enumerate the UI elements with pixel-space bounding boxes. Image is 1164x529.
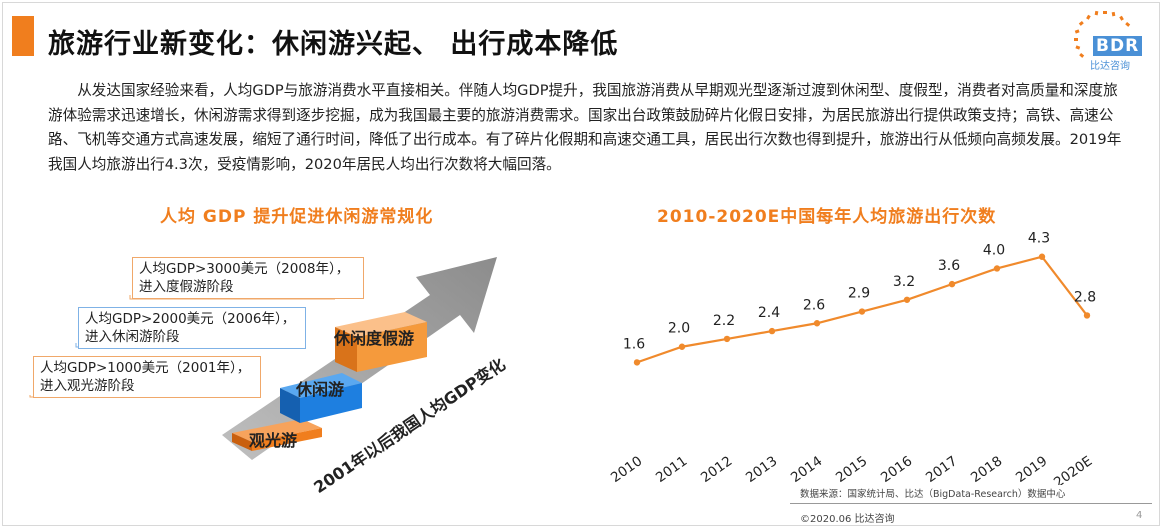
stage-label-sightseeing: 观光游: [249, 431, 298, 450]
callout-stage-1: 人均GDP>1000美元（2001年），进入观光游阶段: [33, 356, 261, 398]
data-label: 4.0: [983, 242, 1005, 258]
x-tick-label: 2019: [1013, 453, 1050, 485]
page-number: 4: [1136, 510, 1143, 521]
data-point: [948, 280, 956, 288]
stage-block-leisure: [280, 373, 362, 423]
copyright: ©2020.06 比达咨询: [800, 514, 895, 525]
data-point: [993, 265, 1001, 272]
stage-diagram: [29, 257, 497, 460]
trips-line-chart: 1.62.0 2.2 2.4 2.62.93.23.64.04.32.8 2010 20…: [608, 231, 1096, 485]
x-tick-label: 2012: [698, 453, 735, 485]
footer-divider: [790, 503, 1152, 504]
x-tick-label: 2010: [608, 453, 645, 485]
x-tick-label: 2020E: [1051, 453, 1095, 485]
data-label: 3.6: [938, 258, 960, 274]
title-accent-bar: [12, 16, 34, 56]
data-label: 2.6: [803, 297, 825, 313]
left-subtitle: 人均 GDP 提升促进休闲游常规化: [160, 207, 434, 227]
chart-title: 2010-2020E中国每年人均旅游出行次数: [657, 207, 997, 227]
data-label: 2.8: [1074, 289, 1096, 305]
data-label: 4.3: [1028, 231, 1050, 247]
logo-subtext: 比达咨询: [1090, 61, 1130, 72]
x-tick-label: 2018: [968, 453, 1005, 485]
data-point: [633, 359, 641, 366]
data-point: [678, 343, 686, 350]
data-point: [813, 320, 821, 327]
data-label: 1.6: [623, 336, 645, 352]
paragraph-text: 从发达国家经验来看，人均GDP与旅游消费水平直接相关。伴随人均GDP提升，我国旅…: [48, 82, 1122, 173]
data-label: 3.2: [893, 274, 915, 290]
bdr-logo-icon: [1074, 10, 1131, 58]
intro-paragraph: 从发达国家经验来看，人均GDP与旅游消费水平直接相关。伴随人均GDP提升，我国旅…: [48, 79, 1128, 177]
stage-block-sightseeing: [232, 419, 322, 451]
data-label: 2.0: [668, 321, 690, 337]
callout-stage-2: 人均GDP>2000美元（2006年），进入休闲游阶段: [78, 307, 306, 349]
callout-stage-3: 人均GDP>3000美元（2008年），进入度假游阶段: [132, 257, 364, 299]
x-tick-label: 2013: [743, 453, 780, 485]
stage-label-vacation: 休闲度假游: [334, 329, 415, 348]
page-title: 旅游行业新变化：休闲游兴起、 出行成本降低: [48, 29, 619, 60]
x-tick-label: 2016: [878, 453, 915, 485]
data-point: [903, 296, 911, 303]
stage-label-leisure: 休闲游: [296, 380, 345, 399]
data-point: [858, 308, 866, 315]
x-tick-label: 2015: [833, 453, 870, 485]
data-point: [1083, 312, 1091, 319]
data-point: [1038, 253, 1046, 260]
x-tick-label: 2011: [653, 453, 690, 485]
data-source: 数据来源：国家统计局、比达（BigData-Research）数据中心: [800, 489, 1066, 500]
logo-text: BDR: [1093, 36, 1143, 56]
data-label: 2.9: [848, 286, 870, 302]
data-point: [723, 335, 731, 343]
data-label: 2.2: [713, 313, 735, 329]
data-label: 2.4: [758, 305, 780, 321]
x-tick-label: 2014: [788, 453, 825, 485]
stage-block-vacation: [335, 312, 427, 372]
data-point: [768, 327, 776, 335]
x-tick-label: 2017: [923, 453, 960, 485]
